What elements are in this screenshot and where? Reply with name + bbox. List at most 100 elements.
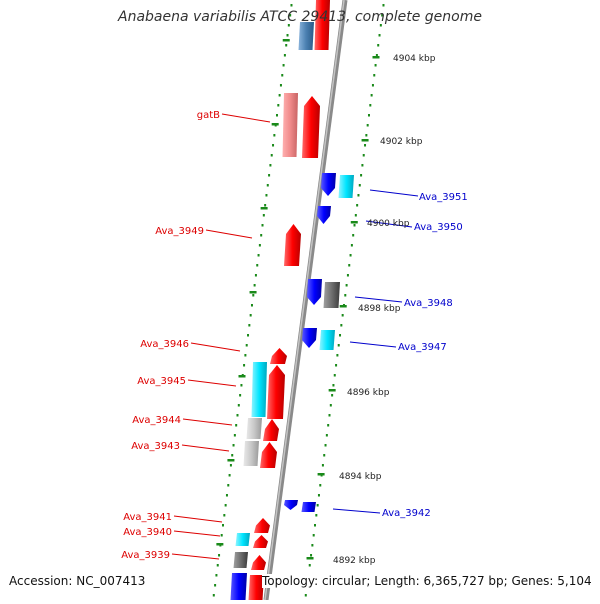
cds-block xyxy=(338,175,354,198)
gc-dot xyxy=(254,274,257,277)
gene-label-ava-3951[interactable]: Ava_3951 xyxy=(419,192,468,203)
cds-block xyxy=(323,282,340,308)
gc-dot xyxy=(265,194,268,197)
map-title: Anabaena variabilis ATCC 29413, complete… xyxy=(118,9,482,25)
gc-dot xyxy=(340,324,343,327)
cds-block xyxy=(235,533,250,546)
gene-label-ava-3940[interactable]: Ava_3940 xyxy=(123,527,172,538)
gc-dot xyxy=(346,274,349,277)
gene-label-ava-3949[interactable]: Ava_3949 xyxy=(155,226,204,237)
cds-block xyxy=(230,573,247,600)
gc-dot xyxy=(360,174,363,177)
forward-gene-arrow xyxy=(302,96,320,158)
gene-label-gatB[interactable]: gatB xyxy=(197,110,220,121)
forward-gene-arrow xyxy=(270,348,287,364)
gc-dot xyxy=(227,484,230,487)
gene-label-ava-3941[interactable]: Ava_3941 xyxy=(123,512,172,523)
gc-dot xyxy=(332,384,335,387)
gc-dot xyxy=(350,244,353,247)
cds-block xyxy=(319,330,335,350)
gene-label-ava-3947[interactable]: Ava_3947 xyxy=(398,342,447,353)
gc-dot xyxy=(369,104,372,107)
gc-dot xyxy=(365,134,368,137)
gc-dot xyxy=(273,134,276,137)
gene-label-ava-3943[interactable]: Ava_3943 xyxy=(131,441,180,452)
gc-dot xyxy=(268,174,271,177)
gc-dot xyxy=(253,284,256,287)
scale-label: 4904 kbp xyxy=(393,54,436,64)
gc-dot xyxy=(229,464,232,467)
gc-dot xyxy=(325,434,328,437)
leader-line xyxy=(369,189,419,197)
gc-dot xyxy=(258,244,261,247)
gene-label-ava-3945[interactable]: Ava_3945 xyxy=(137,376,186,387)
genome-backbone xyxy=(263,0,348,601)
gc-dot xyxy=(214,584,217,587)
gc-dot xyxy=(212,594,215,597)
gc-dot xyxy=(281,74,284,77)
scale-tick xyxy=(282,39,290,42)
gc-dot xyxy=(290,4,293,7)
scale-ticks xyxy=(216,39,380,560)
gc-dot xyxy=(218,554,221,557)
gc-dot xyxy=(282,64,285,67)
scale-label: 4894 kbp xyxy=(339,472,382,482)
gc-dot xyxy=(366,124,369,127)
gene-label-ava-3950[interactable]: Ava_3950 xyxy=(414,222,463,233)
gc-dot xyxy=(319,484,322,487)
gc-dot xyxy=(237,404,240,407)
gc-dot xyxy=(270,154,273,157)
gene-label-ava-3942[interactable]: Ava_3942 xyxy=(382,508,431,519)
gc-dot xyxy=(345,284,348,287)
gc-dot xyxy=(233,434,236,437)
gc-dot xyxy=(349,254,352,257)
gc-dot xyxy=(220,534,223,537)
gc-dot xyxy=(245,344,248,347)
forward-gene-arrow xyxy=(260,442,277,468)
gc-dot xyxy=(382,4,385,7)
gc-dot xyxy=(304,594,307,597)
leader-line xyxy=(205,229,253,239)
leader-line xyxy=(365,220,413,228)
forward-gene-arrow xyxy=(254,518,270,533)
gc-dot xyxy=(269,164,272,167)
gc-dot xyxy=(331,394,334,397)
gene-label-ava-3946[interactable]: Ava_3946 xyxy=(140,339,189,350)
gc-dot xyxy=(375,54,378,57)
cds-block xyxy=(246,418,262,439)
gc-dot xyxy=(341,314,344,317)
gc-dot xyxy=(243,364,246,367)
gene-label-ava-3944[interactable]: Ava_3944 xyxy=(132,415,181,426)
forward-gene-arrow xyxy=(267,365,285,419)
gc-dot xyxy=(222,524,225,527)
gc-dot xyxy=(236,414,239,417)
gc-dot xyxy=(216,564,219,567)
scale-label: 4900 kbp xyxy=(367,219,410,229)
leader-line xyxy=(221,113,271,123)
gc-dot xyxy=(344,294,347,297)
gc-dot xyxy=(240,384,243,387)
gc-dot xyxy=(260,234,263,237)
gc-dot xyxy=(378,34,381,37)
gc-dot xyxy=(362,154,365,157)
gc-dot xyxy=(337,344,340,347)
gene-label-ava-3948[interactable]: Ava_3948 xyxy=(404,298,453,309)
reverse-gene-arrow xyxy=(284,500,298,510)
gc-dot xyxy=(275,114,278,117)
gc-dot xyxy=(381,14,384,17)
gc-dot xyxy=(283,54,286,57)
gc-dot xyxy=(329,404,332,407)
gc-dot xyxy=(225,494,228,497)
gc-dot xyxy=(279,84,282,87)
gc-dot xyxy=(327,424,330,427)
gc-dot xyxy=(364,144,367,147)
gc-dot xyxy=(339,334,342,337)
gc-dot xyxy=(224,504,227,507)
gc-dot xyxy=(285,44,288,47)
gc-dot xyxy=(215,574,218,577)
gc-dot xyxy=(370,94,373,97)
scale-tick xyxy=(361,139,369,142)
gc-dot xyxy=(248,324,251,327)
gene-label-ava-3939[interactable]: Ava_3939 xyxy=(121,550,170,561)
